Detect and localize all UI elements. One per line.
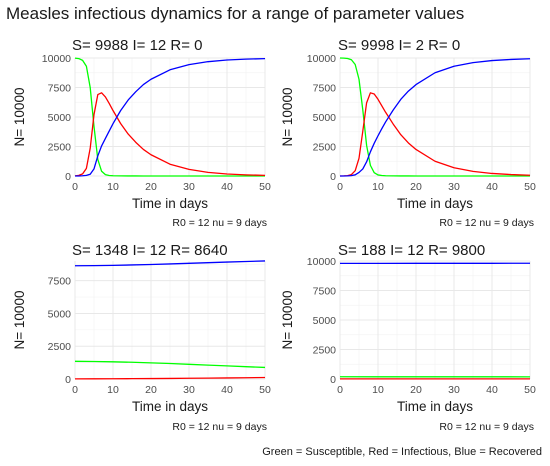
- x-tick-label: 30: [183, 384, 195, 396]
- figure-caption: Green = Susceptible, Red = Infectious, B…: [262, 446, 542, 458]
- y-axis-label: N= 10000: [12, 291, 27, 350]
- x-tick-label: 50: [524, 384, 536, 396]
- x-axis-label: Time in days: [397, 196, 473, 211]
- y-tick-label: 5000: [313, 315, 337, 327]
- panel-3: 0 10 20 30 40 50 0 2500 5000 7500 S= 1348 I= 12 R=…: [12, 242, 271, 433]
- y-tick-label: 10000: [307, 256, 336, 268]
- x-tick-label: 20: [145, 384, 157, 396]
- y-axis-label: N= 10000: [12, 88, 27, 147]
- series-line: [74, 376, 266, 380]
- panel-caption: R0 = 12 nu = 9 days: [439, 217, 534, 229]
- x-tick-label: 0: [72, 181, 78, 193]
- series-line: [339, 92, 531, 177]
- panel-title: S= 9998 I= 2 R= 0: [338, 37, 460, 54]
- x-axis-label: Time in days: [132, 196, 208, 211]
- x-tick-label: 40: [221, 181, 233, 193]
- y-tick-label: 10000: [42, 53, 71, 65]
- x-tick-label: 40: [221, 384, 233, 396]
- x-tick-label: 10: [107, 384, 119, 396]
- y-tick-label: 2500: [48, 142, 72, 154]
- x-tick-label: 50: [524, 181, 536, 193]
- x-tick-label: 0: [337, 384, 343, 396]
- x-tick-label: 30: [183, 181, 195, 193]
- series-line: [75, 58, 266, 177]
- x-tick-label: 30: [448, 181, 460, 193]
- x-tick-label: 40: [486, 181, 498, 193]
- y-tick-label: 0: [65, 171, 71, 183]
- x-tick-label: 0: [72, 384, 78, 396]
- panel-caption: R0 = 12 nu = 9 days: [172, 421, 267, 433]
- series-line: [74, 57, 265, 177]
- y-tick-label: 5000: [48, 112, 72, 124]
- x-tick-label: 10: [372, 384, 384, 396]
- y-axis-label: N= 10000: [280, 88, 295, 147]
- y-tick-label: 0: [330, 171, 336, 183]
- y-tick-label: 10000: [307, 53, 336, 65]
- x-tick-label: 50: [259, 384, 271, 396]
- x-tick-label: 30: [448, 384, 460, 396]
- series-line: [74, 260, 266, 267]
- series-line: [339, 58, 531, 177]
- x-tick-label: 10: [372, 181, 384, 193]
- x-tick-label: 40: [486, 384, 498, 396]
- y-tick-label: 5000: [313, 112, 337, 124]
- panel-title: S= 1348 I= 12 R= 8640: [72, 242, 228, 259]
- x-tick-label: 0: [337, 181, 343, 193]
- panel-title: S= 188 I= 12 R= 9800: [338, 242, 485, 259]
- y-tick-label: 5000: [48, 308, 72, 320]
- panel-caption: R0 = 12 nu = 9 days: [439, 421, 534, 433]
- figure-title: Measles infectious dynamics for a range …: [6, 4, 465, 23]
- panel-title: S= 9988 I= 12 R= 0: [72, 37, 203, 54]
- y-tick-label: 7500: [313, 286, 337, 298]
- series-line: [339, 57, 530, 177]
- y-tick-label: 7500: [48, 276, 72, 288]
- x-axis-label: Time in days: [397, 399, 473, 414]
- series-line: [74, 360, 266, 369]
- y-tick-label: 2500: [313, 142, 337, 154]
- y-tick-label: 2500: [48, 341, 72, 353]
- y-tick-label: 7500: [313, 83, 337, 95]
- x-tick-label: 20: [410, 181, 422, 193]
- y-tick-label: 2500: [313, 345, 337, 357]
- x-tick-label: 20: [145, 181, 157, 193]
- y-tick-label: 0: [65, 374, 71, 386]
- panel-caption: R0 = 12 nu = 9 days: [172, 217, 267, 229]
- x-tick-label: 10: [107, 181, 119, 193]
- x-axis-label: Time in days: [132, 399, 208, 414]
- y-tick-label: 0: [330, 374, 336, 386]
- x-tick-label: 50: [259, 181, 271, 193]
- y-axis-label: N= 10000: [280, 291, 295, 350]
- y-tick-label: 7500: [48, 83, 72, 95]
- x-tick-label: 20: [410, 384, 422, 396]
